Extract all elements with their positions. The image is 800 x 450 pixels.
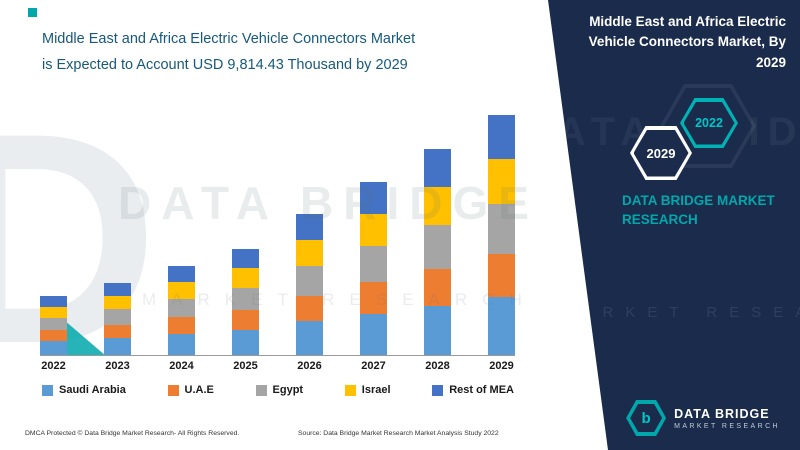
- plot-area: [40, 108, 515, 356]
- bar-segment: [424, 225, 451, 269]
- bar-segment: [488, 114, 515, 160]
- bar-segment: [424, 305, 451, 355]
- bar-segment: [232, 248, 259, 269]
- legend-item: Saudi Arabia: [42, 384, 126, 396]
- bar-2023: [104, 282, 131, 355]
- x-axis-label: 2026: [297, 360, 322, 372]
- bar-segment: [232, 310, 259, 330]
- bar-segment: [40, 317, 67, 331]
- bar-segment: [168, 282, 195, 299]
- chart-title-line2: is Expected to Account USD 9,814.43 Thou…: [42, 57, 408, 74]
- bar-2028: [424, 149, 451, 355]
- bar-segment: [104, 337, 131, 355]
- logo-subtitle: MARKET RESEARCH: [674, 422, 780, 430]
- data-bridge-logo-icon: b: [626, 400, 667, 436]
- hexagon-2029-label: 2029: [633, 129, 689, 177]
- legend-swatch: [255, 384, 267, 396]
- legend-label: Saudi Arabia: [59, 384, 126, 396]
- x-axis-label: 2028: [425, 360, 450, 372]
- bar-segment: [488, 159, 515, 204]
- legend: Saudi Arabia U.A.E Egypt Israel Rest of MEA: [42, 384, 514, 396]
- legend-item: U.A.E: [167, 384, 214, 396]
- legend-item: Egypt: [255, 384, 304, 396]
- legend-item: Rest of MEA: [432, 384, 514, 396]
- x-axis-label: 2029: [489, 360, 514, 372]
- bar-segment: [360, 182, 387, 215]
- x-axis-label: 2023: [105, 360, 130, 372]
- bar-segment: [360, 282, 387, 314]
- bar-segment: [488, 203, 515, 255]
- bar-segment: [168, 265, 195, 283]
- bar-2025: [232, 248, 259, 355]
- bar-segment: [232, 329, 259, 355]
- legend-item: Israel: [344, 384, 391, 396]
- dmca-footer: DMCA Protected © Data Bridge Market Rese…: [25, 430, 240, 437]
- right-title: Middle East and Africa Electric Vehicle …: [588, 14, 786, 70]
- navy-watermark-sub: MARKET RESEARCH: [556, 304, 800, 321]
- bar-segment: [40, 330, 67, 341]
- bar-segment: [168, 317, 195, 334]
- bar-segment: [488, 254, 515, 298]
- bar-segment: [424, 187, 451, 226]
- x-axis-label: 2027: [361, 360, 386, 372]
- legend-label: Rest of MEA: [449, 384, 514, 396]
- bar-segment: [360, 214, 387, 247]
- source-footer: Source: Data Bridge Market Research Mark…: [298, 430, 499, 437]
- logo-title: DATA BRIDGE: [674, 406, 770, 421]
- bar-segment: [360, 313, 387, 355]
- bar-segment: [40, 340, 67, 355]
- bar-segment: [104, 282, 131, 296]
- legend-label: Egypt: [272, 384, 304, 396]
- bar-segment: [104, 324, 131, 338]
- logo-letter: b: [630, 404, 663, 432]
- chart-title: Middle East and Africa Electric Vehicle …: [42, 26, 415, 78]
- bar-2029: [488, 114, 515, 355]
- hexagon-2022-label: 2022: [683, 101, 735, 145]
- bar-2027: [360, 182, 387, 355]
- bar-segment: [296, 266, 323, 296]
- bar-segment: [296, 321, 323, 355]
- hexagon-2022: 2022: [680, 98, 738, 148]
- logo-text: DATA BRIDGE MARKET RESEARCH: [674, 407, 780, 430]
- bar-segment: [168, 298, 195, 318]
- bar-2026: [296, 213, 323, 355]
- bar-segment: [104, 309, 131, 325]
- teal-accent-square: [28, 8, 37, 17]
- bar-segment: [296, 213, 323, 241]
- legend-swatch: [344, 384, 356, 396]
- legend-swatch: [432, 384, 444, 396]
- chart-title-line1: Middle East and Africa Electric Vehicle …: [42, 31, 416, 47]
- x-axis-labels: 2022 2023 2024 2025 2026 2027 2028 2029: [40, 360, 515, 372]
- legend-swatch: [42, 384, 53, 396]
- bar-segment: [168, 333, 195, 355]
- x-axis-label: 2024: [169, 360, 194, 372]
- logo-block: b DATA BRIDGE MARKET RESEARCH: [626, 400, 780, 436]
- bar-2024: [168, 265, 195, 355]
- brand-caption: DATA BRIDGE MARKET RESEARCH: [622, 193, 775, 227]
- x-axis-label: 2022: [41, 360, 66, 372]
- legend-label: U.A.E: [184, 384, 214, 396]
- legend-swatch: [167, 384, 179, 396]
- bar-segment: [40, 295, 67, 307]
- x-axis-label: 2025: [233, 360, 258, 372]
- legend-label: Israel: [361, 384, 391, 396]
- bar-segment: [424, 268, 451, 306]
- bar-segment: [360, 246, 387, 283]
- bar-segment: [424, 149, 451, 188]
- bar-segment: [232, 268, 259, 289]
- bar-segment: [40, 306, 67, 318]
- bar-segment: [296, 295, 323, 322]
- bar-segment: [232, 288, 259, 311]
- bar-2022: [40, 295, 67, 355]
- bar-segment: [296, 240, 323, 267]
- bar-segment: [104, 295, 131, 310]
- bar-segment: [488, 297, 515, 355]
